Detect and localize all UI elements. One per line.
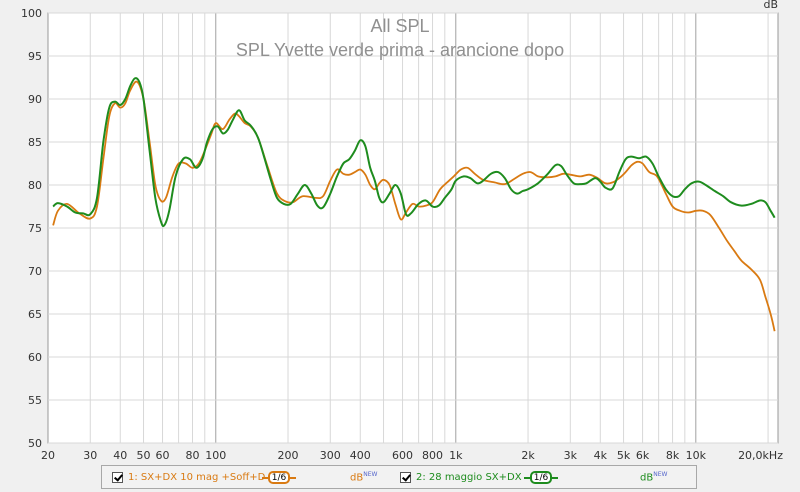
- unit-label-2[interactable]: dBNEW: [640, 471, 667, 483]
- unit-badge-1: NEW: [363, 471, 378, 478]
- smoothing-label-1[interactable]: 1/6: [268, 471, 290, 484]
- grid-lines: [48, 12, 778, 444]
- x-tick-label: 800: [422, 449, 443, 462]
- x-tick-label: 3k: [564, 449, 578, 462]
- legend-bar: 1: SX+DX 10 mag +Soff+D 1/6 dBNEW 2: 28 …: [101, 465, 697, 489]
- x-tick-label: 1k: [449, 449, 463, 462]
- x-tick-label: 5k: [617, 449, 631, 462]
- smoothing-label-2[interactable]: 1/6: [530, 471, 552, 484]
- y-tick-label: 85: [28, 136, 42, 149]
- legend-item-1[interactable]: 1: SX+DX 10 mag +Soff+D: [112, 469, 265, 486]
- x-tick-label: 60: [156, 449, 170, 462]
- series-line-2: [52, 77, 776, 228]
- legend-label-1: 1: SX+DX 10 mag +Soff+D: [128, 472, 266, 483]
- x-tick-label: 50: [137, 449, 151, 462]
- y-tick-label: 65: [28, 308, 42, 321]
- unit-text-1: dB: [350, 472, 364, 484]
- series-group: [52, 77, 776, 332]
- chart-subtitle: SPL Yvette verde prima - arancione dopo: [236, 40, 564, 60]
- y-tick-labels: 50 55 60 65 70 75 80 85 90 95 100: [21, 7, 42, 450]
- y-tick-label: 80: [28, 179, 42, 192]
- smoothing-control-1[interactable]: 1/6: [262, 469, 296, 486]
- unit-badge-2: NEW: [653, 471, 668, 478]
- x-tick-label: 8k: [666, 449, 680, 462]
- smoothing-control-2[interactable]: 1/6: [524, 469, 558, 486]
- x-tick-label: 6k: [636, 449, 650, 462]
- legend-label-2: 2: 28 maggio SX+DX: [416, 472, 522, 483]
- x-tick-label: 20: [41, 449, 55, 462]
- x-tick-label: 200: [278, 449, 299, 462]
- y-tick-label: 55: [28, 394, 42, 407]
- x-tick-label: 30: [83, 449, 97, 462]
- y-tick-label: 95: [28, 50, 42, 63]
- x-tick-label: 4k: [594, 449, 608, 462]
- y-axis-unit-label: dB: [763, 0, 778, 11]
- x-tick-labels: 20 30 40 50 60 80 100 200 300 400 600 800 1k 2k 3k 4k 5k…: [41, 449, 783, 462]
- y-tick-label: 50: [28, 437, 42, 450]
- y-tick-label: 75: [28, 222, 42, 235]
- x-tick-label: 10k: [686, 449, 707, 462]
- y-tick-label: 100: [21, 7, 42, 20]
- x-tick-label: 20,0kHz: [738, 449, 783, 462]
- x-tick-label: 400: [350, 449, 371, 462]
- y-tick-label: 90: [28, 93, 42, 106]
- x-tick-label: 600: [392, 449, 413, 462]
- checkbox-series-1[interactable]: [112, 472, 123, 483]
- unit-label-1[interactable]: dBNEW: [350, 471, 377, 483]
- unit-text-2: dB: [640, 472, 654, 484]
- chart-title: All SPL: [370, 16, 429, 36]
- series-line-1: [52, 80, 776, 332]
- legend-item-2[interactable]: 2: 28 maggio SX+DX: [400, 469, 522, 486]
- x-tick-label: 2k: [521, 449, 535, 462]
- x-tick-label: 100: [205, 449, 226, 462]
- x-tick-label: 40: [113, 449, 127, 462]
- x-tick-label: 300: [320, 449, 341, 462]
- x-tick-label: 80: [186, 449, 200, 462]
- y-tick-label: 60: [28, 351, 42, 364]
- y-tick-label: 70: [28, 265, 42, 278]
- checkbox-series-2[interactable]: [400, 472, 411, 483]
